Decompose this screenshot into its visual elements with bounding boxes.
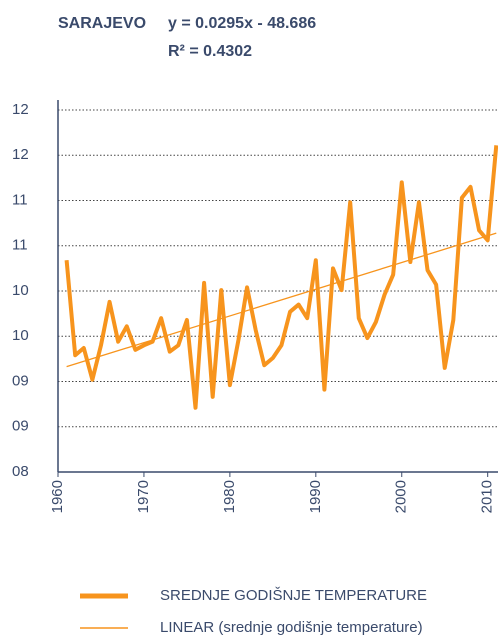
legend-label: LINEAR (srednje godišnje temperature)	[160, 619, 423, 636]
legend-label: SREDNJE GODIŠNJE TEMPERATURE	[160, 587, 427, 604]
y-tick-label: 09	[12, 372, 29, 389]
y-tick-label: 12	[12, 101, 29, 118]
x-tick-label: 2010	[479, 480, 496, 513]
x-tick-label: 2000	[393, 480, 410, 513]
chart-title: SARAJEVO	[58, 15, 146, 32]
y-tick-label: 10	[12, 327, 29, 344]
y-tick-label: 11	[12, 237, 28, 254]
y-tick-label: 10	[12, 282, 29, 299]
trend-line	[66, 232, 497, 368]
equation: y = 0.0295x - 48.686	[168, 15, 316, 32]
temperature-line	[64, 145, 498, 410]
x-tick-label: 1970	[135, 480, 152, 513]
r-squared: R² = 0.4302	[168, 43, 252, 60]
x-tick-label: 1990	[307, 480, 324, 513]
y-tick-label: 11	[12, 191, 28, 208]
x-tick-label: 1960	[49, 480, 66, 513]
y-tick-label: 09	[12, 418, 29, 435]
x-tick-label: 1980	[221, 480, 238, 513]
y-tick-label: 08	[12, 463, 29, 480]
y-tick-label: 12	[12, 146, 29, 163]
